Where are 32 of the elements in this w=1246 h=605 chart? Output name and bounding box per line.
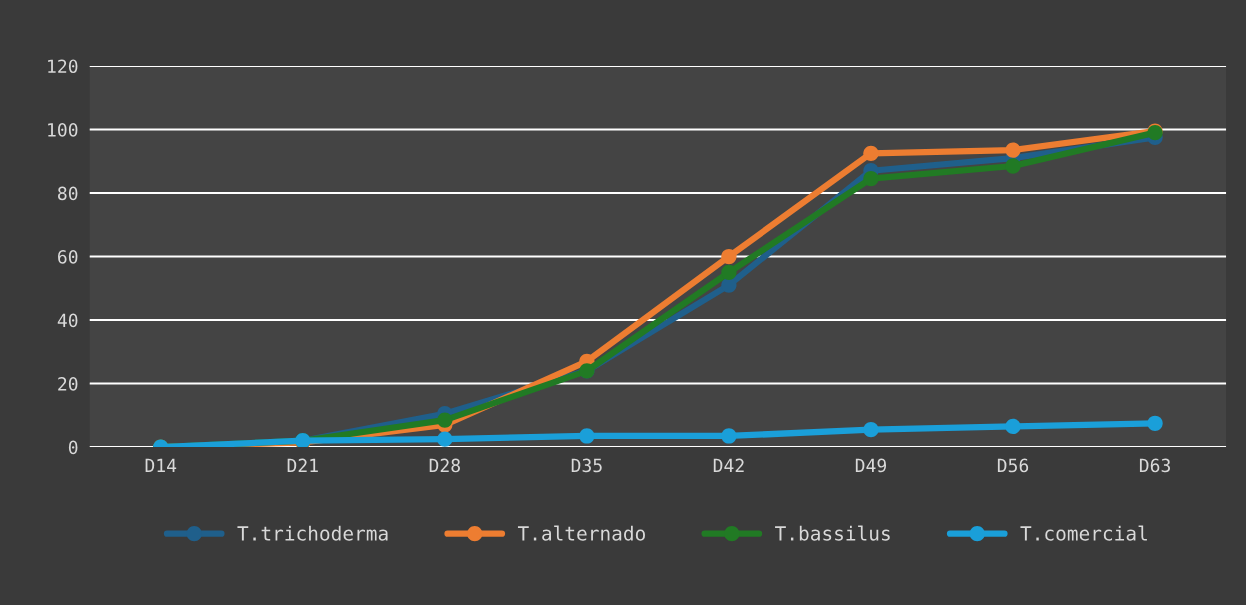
point bbox=[721, 428, 737, 444]
point bbox=[437, 412, 453, 428]
x-tick-label: D56 bbox=[997, 458, 1029, 473]
point bbox=[863, 421, 879, 438]
y-tick-label: 60 bbox=[58, 250, 78, 264]
point bbox=[579, 428, 595, 444]
legend-label: T.comercial bbox=[1020, 525, 1147, 541]
point bbox=[863, 145, 879, 161]
y-tick-label: 120 bbox=[48, 59, 78, 74]
x-tick-label: D49 bbox=[855, 458, 887, 473]
x-tick-label: D35 bbox=[571, 458, 602, 473]
x-tick-label: D21 bbox=[287, 458, 318, 473]
y-tick-label: 40 bbox=[57, 313, 78, 328]
point bbox=[721, 248, 737, 265]
x-tick-label: D63 bbox=[1139, 458, 1170, 473]
legend-label: T.alternado bbox=[517, 525, 645, 541]
y-tick-label: 0 bbox=[68, 440, 78, 455]
point bbox=[863, 171, 879, 187]
point bbox=[1005, 142, 1021, 158]
y-tick-label: 80 bbox=[58, 186, 78, 201]
legend-label: T.trichoderma bbox=[237, 525, 388, 541]
x-tick-label: D42 bbox=[713, 458, 744, 473]
point bbox=[721, 264, 737, 281]
point bbox=[1005, 418, 1021, 435]
point bbox=[1005, 158, 1021, 174]
y-tick-label: 100 bbox=[48, 122, 78, 137]
point bbox=[437, 431, 453, 447]
x-tick-label: D28 bbox=[429, 458, 460, 473]
x-tick-label: D14 bbox=[145, 458, 177, 473]
point bbox=[1147, 415, 1163, 431]
legend-label: T.bassilus bbox=[775, 525, 890, 541]
y-tick-label: 20 bbox=[58, 377, 78, 391]
